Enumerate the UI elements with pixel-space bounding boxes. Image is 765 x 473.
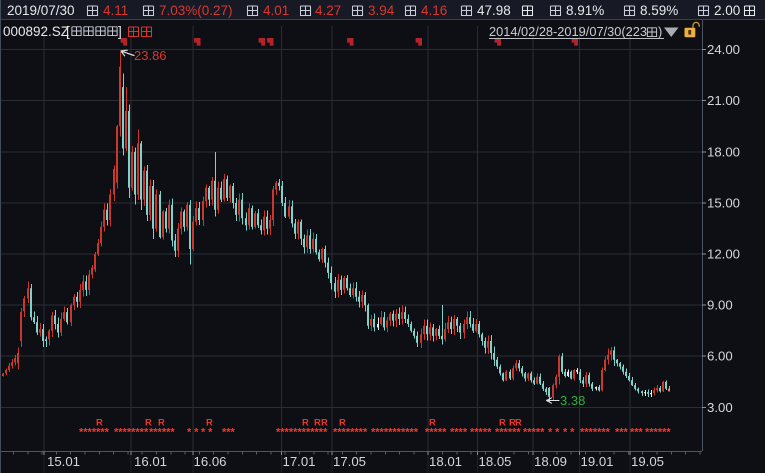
svg-text:19.01: 19.01 bbox=[581, 454, 614, 469]
svg-text:R: R bbox=[515, 418, 522, 429]
svg-text:7.03%(0.27): 7.03%(0.27) bbox=[159, 3, 233, 18]
svg-text:******: ****** bbox=[645, 427, 671, 439]
svg-text:R: R bbox=[314, 418, 321, 429]
svg-text:2019/07/30: 2019/07/30 bbox=[7, 3, 75, 18]
svg-text:R: R bbox=[499, 418, 506, 429]
svg-text:*****: ***** bbox=[523, 427, 545, 439]
svg-text:R: R bbox=[509, 418, 516, 429]
svg-text:R: R bbox=[158, 418, 165, 429]
svg-text:***: *** bbox=[222, 427, 236, 439]
svg-text:***********: *********** bbox=[371, 427, 419, 439]
svg-text:************: ************ bbox=[276, 427, 328, 439]
svg-text:15.01: 15.01 bbox=[47, 454, 80, 469]
svg-text:17.01: 17.01 bbox=[283, 454, 316, 469]
svg-text:******: ****** bbox=[495, 427, 521, 439]
svg-text:19.05: 19.05 bbox=[631, 454, 664, 469]
svg-text:********: ******** bbox=[114, 427, 149, 439]
svg-text:18.00: 18.00 bbox=[707, 144, 740, 159]
svg-text:R: R bbox=[96, 418, 103, 429]
svg-text:21.00: 21.00 bbox=[707, 93, 740, 108]
svg-text:6.00: 6.00 bbox=[707, 349, 733, 364]
svg-text:R: R bbox=[339, 418, 346, 429]
svg-text:**: ** bbox=[187, 427, 201, 439]
svg-text:2014/02/28-2019/07/30(223: 2014/02/28-2019/07/30(223 bbox=[489, 24, 647, 39]
svg-text:47.98: 47.98 bbox=[477, 3, 511, 18]
svg-text:24.00: 24.00 bbox=[707, 42, 740, 57]
svg-text:8.91%: 8.91% bbox=[566, 3, 604, 18]
svg-text:3.38: 3.38 bbox=[560, 393, 585, 408]
svg-text:[: [ bbox=[66, 24, 70, 39]
svg-text:4.27: 4.27 bbox=[315, 3, 341, 18]
svg-text:4.16: 4.16 bbox=[421, 3, 447, 18]
svg-text:]: ] bbox=[118, 24, 122, 39]
svg-text:****: **** bbox=[450, 427, 468, 439]
svg-text:18.09: 18.09 bbox=[534, 454, 567, 469]
svg-text:4.11: 4.11 bbox=[103, 3, 128, 18]
svg-text:000892.SZ: 000892.SZ bbox=[3, 24, 69, 39]
svg-text:***: *** bbox=[630, 427, 644, 439]
svg-text:4.01: 4.01 bbox=[263, 3, 289, 18]
svg-text:R: R bbox=[429, 418, 436, 429]
svg-text:): ) bbox=[658, 24, 662, 39]
svg-text:********: ******** bbox=[333, 427, 368, 439]
svg-text:3.94: 3.94 bbox=[368, 3, 395, 18]
svg-text:15.00: 15.00 bbox=[707, 195, 740, 210]
svg-text:R: R bbox=[145, 418, 152, 429]
svg-text:**: ** bbox=[563, 427, 577, 439]
svg-text:8.59%: 8.59% bbox=[640, 3, 678, 18]
svg-text:16.06: 16.06 bbox=[194, 454, 227, 469]
svg-text:16.01: 16.01 bbox=[134, 454, 167, 469]
svg-text:**: ** bbox=[548, 427, 562, 439]
svg-text:*****: ***** bbox=[470, 427, 492, 439]
svg-text:***: *** bbox=[615, 427, 629, 439]
svg-text:9.00: 9.00 bbox=[707, 298, 733, 313]
svg-text:18.05: 18.05 bbox=[479, 454, 512, 469]
svg-text:2.00: 2.00 bbox=[714, 3, 740, 18]
svg-text:*******: ******* bbox=[580, 427, 611, 439]
svg-text:12.00: 12.00 bbox=[707, 247, 740, 262]
svg-text:R: R bbox=[206, 418, 213, 429]
svg-text:*******: ******* bbox=[79, 427, 110, 439]
svg-text:17.05: 17.05 bbox=[333, 454, 366, 469]
svg-text:******: ****** bbox=[149, 427, 175, 439]
svg-text:R: R bbox=[321, 418, 328, 429]
svg-text:23.86: 23.86 bbox=[134, 48, 167, 63]
svg-text:3.00: 3.00 bbox=[707, 400, 733, 415]
svg-text:**: ** bbox=[201, 427, 215, 439]
svg-text:18.01: 18.01 bbox=[429, 454, 462, 469]
svg-text:*****: ***** bbox=[425, 427, 447, 439]
svg-text:R: R bbox=[302, 418, 309, 429]
